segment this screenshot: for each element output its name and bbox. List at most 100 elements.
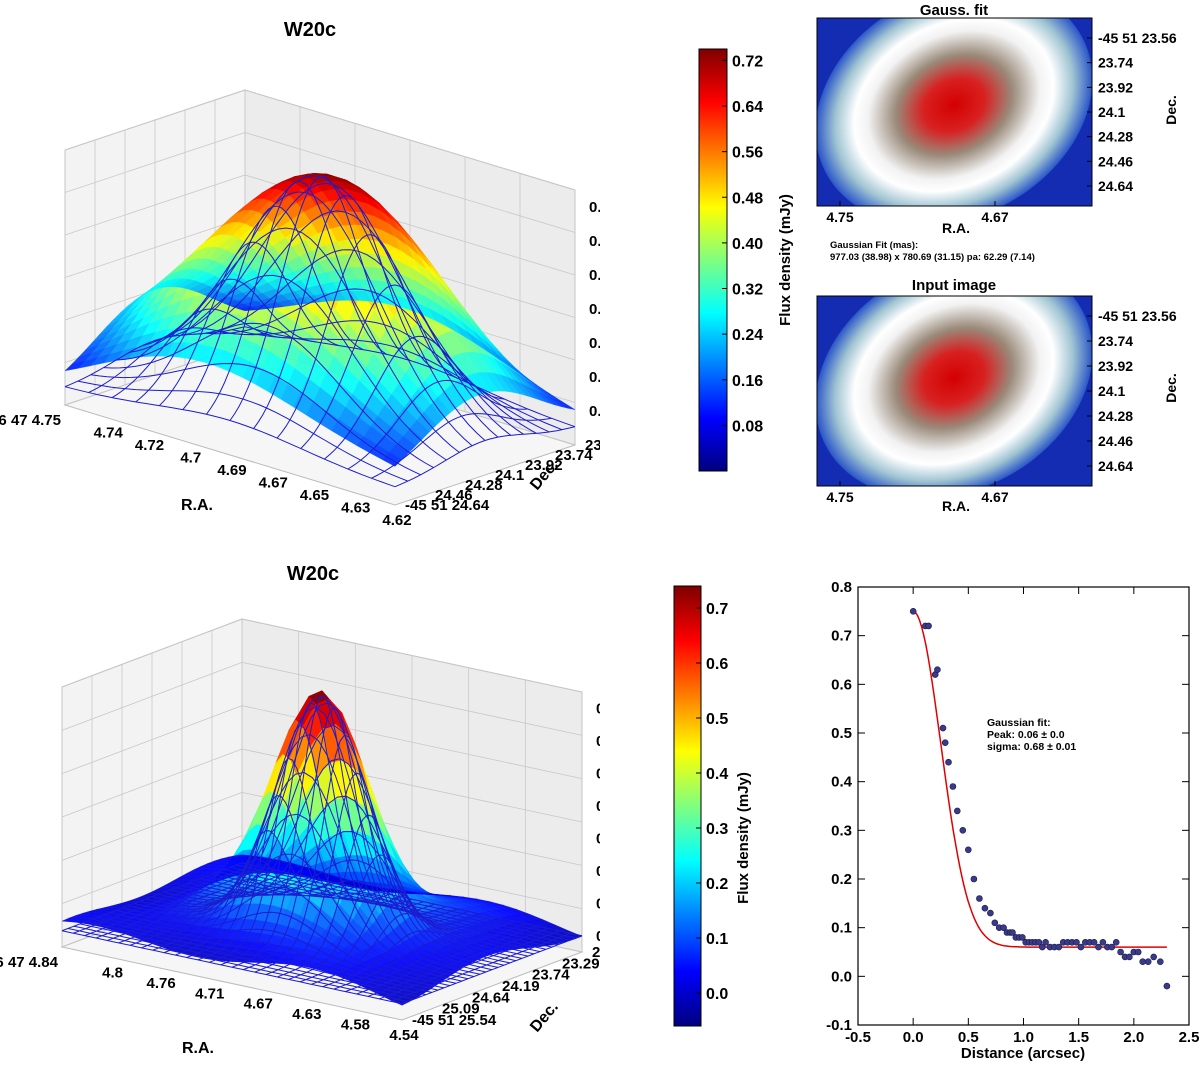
wire-line [394,426,576,488]
x-tick-label: 4.7 [180,450,201,467]
data-point [925,622,932,630]
wire-line [211,873,553,948]
y-tick-label: 23.74 [555,447,593,464]
colorbar-gradient [673,585,702,1027]
x-tick-label: 4.74 [94,425,124,442]
data-point [1073,938,1080,946]
annotation-line3: sigma: 0.68 ± 0.01 [987,741,1076,753]
y-tick-label: 24.19 [502,978,540,995]
data-point [1039,943,1046,951]
colorbar-tick-label: 0.32 [732,282,763,299]
surface-plot-top: W20c 16 47 4.75 4.74 4.72 4.7 4.69 4.67 4.65 4.… [0,19,600,529]
colorbar-bottom: 0.7 0.6 0.5 0.4 0.3 0.2 0.1 0.0 Flux density (m… [673,585,752,1027]
y-axis-label: Dec. [527,999,562,1036]
wire-line [401,935,583,1005]
x-tick-label: 16 47 4.84 [0,954,59,971]
data-point [1157,958,1164,966]
z-tick-label: 0.2 [596,863,600,880]
data-point [1090,938,1098,946]
data-point [945,758,952,766]
wire-line [231,329,563,431]
y-ticks: -45 51 23.56 23.74 23.92 24.1 24.28 24.46 24.6… [1087,308,1177,474]
colorbar-tick-label: 0.4 [706,766,728,783]
plot-area [857,586,1190,1026]
data-point [1112,938,1120,946]
colorbar-tick-label: 0.48 [732,190,763,207]
fit-wireframe [61,695,583,1005]
y-tick-label: 23.74 [1098,55,1133,71]
wire-line [180,210,512,436]
y-tick-label: 24.1 [1098,104,1125,120]
y-tick-label: 24.46 [1098,433,1133,449]
x-axis-label: R.A. [942,498,970,514]
z-tick-label: 0.6 [589,233,600,250]
z-tick-label: 0.1 [596,895,600,912]
y-axis-label: Dec. [1163,95,1179,125]
grid-line [244,89,576,191]
wire-line [367,927,549,997]
y-tick-label: 24.64 [1098,178,1133,194]
y-tick-label: 24.1 [1098,383,1125,399]
data-points [909,607,1171,990]
x-tick-label: 4.67 [981,209,1008,225]
x-tick-label: 4.67 [259,475,288,492]
data-point [1108,943,1116,951]
y-tick-label: 24.28 [1098,129,1133,145]
annotation-line1: Gaussian fit: [987,717,1051,729]
x-tick-label: 0.0 [903,1029,924,1046]
y-tick-label: 23.56 [585,437,600,454]
x-tick-label: 4.8 [102,964,123,981]
wire-line [347,379,528,470]
y-tick-label: 24.46 [435,487,473,504]
wire-line [244,326,576,428]
y-tick-label: 0.7 [831,628,852,645]
wire-line [371,413,552,479]
wire-line [217,871,559,946]
y-tick-label: 22.84 [592,944,600,961]
x-tick-label: 4.63 [292,1006,321,1023]
axis-ticks: -0.5 0.0 0.5 1.0 1.5 2.0 2.5 -0.1 0.0 0.1 0.2 0.3 0.… [826,579,1199,1046]
data-point [1000,924,1007,932]
colorbar-ticks: 0.7 0.6 0.5 0.4 0.3 0.2 0.1 0.0 [696,601,728,1003]
colorbar-tick-label: 0.40 [732,236,763,253]
y-tick-label: 24.28 [465,477,503,494]
z-tick-label: 0.4 [596,798,600,815]
data-point [970,875,978,883]
x-tick-label: 4.62 [382,512,411,529]
x-tick-label: 4.75 [826,489,853,505]
colorbar-tick-label: 0.6 [706,656,728,673]
data-point [1134,948,1142,956]
x-tick-label: 4.72 [135,437,164,454]
y-tick-label: 23.92 [1098,358,1133,374]
z-tick-label: 0.5 [596,765,600,782]
colorbar-tick-label: 0.56 [732,145,763,162]
z-tick-label: 0.6 [596,733,600,750]
panel-title: Input image [912,277,996,294]
axis-ticks: 16 47 4.84 4.8 4.76 4.71 4.67 4.63 4.58 4.54-45… [0,700,600,1044]
y-tick-label: 23.74 [532,967,570,984]
y-tick-label: 0.3 [831,822,852,839]
x-tick-label: 1.0 [1013,1029,1034,1046]
z-tick-label: 0.7 [589,199,600,216]
x-tick-label: 4.67 [244,996,273,1013]
chart-title: W20c [287,563,339,585]
x-axis-label: R.A. [942,220,970,236]
x-tick-label: 4.58 [341,1017,370,1034]
grid-line [61,618,243,688]
y-tick-label: 0.2 [831,871,852,888]
gauss-fit-panel: Gauss. fit -45 51 23.56 23.74 23.92 24.1 24.… [816,2,1179,263]
x-tick-label: 4.69 [217,462,246,479]
x-tick-label: 2.5 [1179,1029,1200,1046]
heatmap-image [817,18,1092,206]
data-point [1042,938,1049,946]
wire-line [223,869,565,943]
x-ticks: 4.75 4.67 [826,481,1009,505]
data-point [909,607,917,615]
y-tick-label: -45 51 23.56 [1098,308,1177,324]
data-point [1126,953,1133,961]
grid-line [241,618,583,693]
data-point [1019,934,1026,941]
data-point [1095,943,1102,951]
data-point [949,783,957,790]
wire-line [276,234,458,439]
